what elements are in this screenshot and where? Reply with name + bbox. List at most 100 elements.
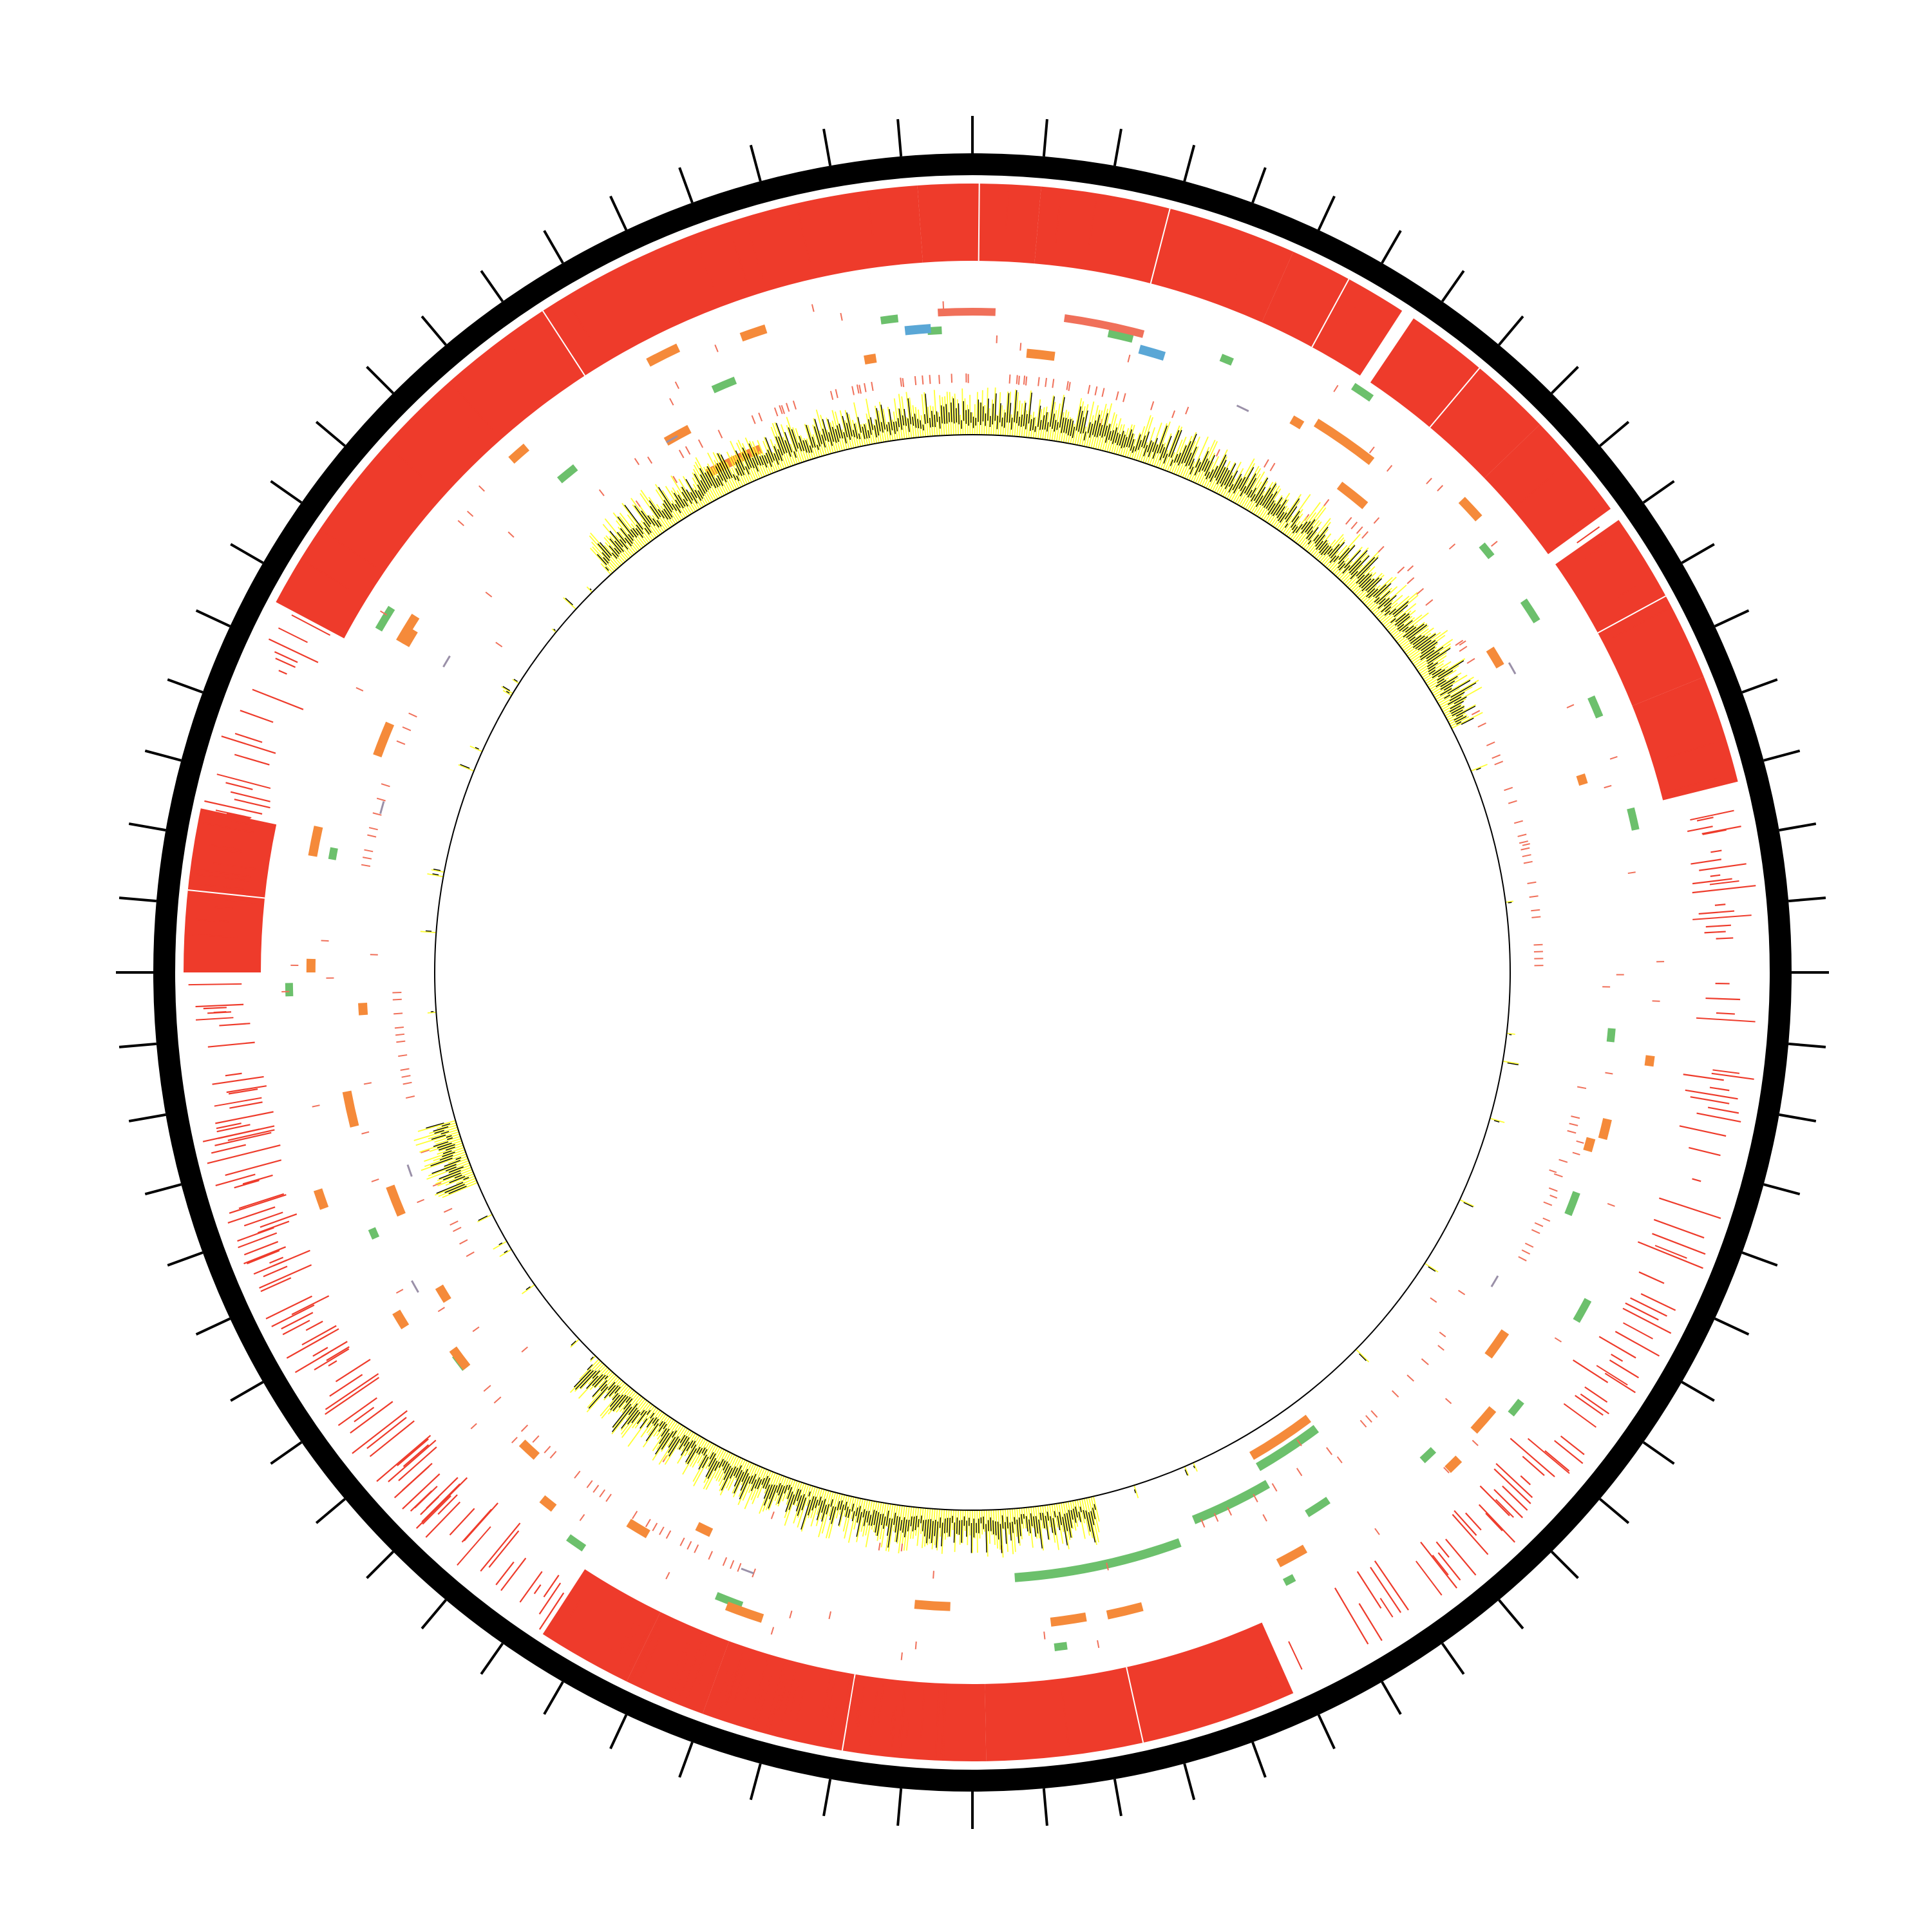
coverage-bar-yellow [1423, 661, 1452, 680]
coverage-bar-yellow [1005, 1509, 1009, 1552]
coverage-bar-yellow [437, 1122, 457, 1130]
outer-feature-line [1701, 826, 1741, 835]
coverage-bar-black [829, 1506, 834, 1520]
coverage-bar-yellow [748, 1466, 761, 1493]
salmon-feature [372, 812, 382, 816]
coverage-bar-black [778, 436, 786, 454]
coverage-bar-black [793, 1488, 799, 1505]
orange-feature [435, 1284, 451, 1303]
coverage-bar-black [1372, 584, 1387, 598]
salmon-feature [549, 1450, 557, 1459]
coverage-bar-black [876, 1513, 882, 1536]
coverage-bar-yellow [946, 392, 950, 435]
outer-feature-line [1370, 1566, 1402, 1613]
coverage-bar-yellow [764, 453, 774, 473]
coverage-bar-yellow [692, 1443, 715, 1482]
outer-feature-line [354, 1406, 375, 1423]
outer-feature-line [1714, 904, 1726, 906]
coverage-bar-black [1437, 678, 1444, 684]
coverage-bar-black [1189, 466, 1194, 475]
coverage-bar-black [565, 598, 573, 605]
block-seam [1150, 208, 1171, 284]
salmon-feature [532, 1435, 540, 1443]
coverage-bar-yellow [1042, 406, 1048, 440]
coverage-bar-black [763, 1484, 770, 1499]
coverage-bar-yellow [738, 1463, 755, 1497]
coverage-bar-yellow [1021, 401, 1026, 437]
coverage-bar-black [1361, 578, 1375, 592]
outer-feature-line [1675, 777, 1722, 790]
outer-feature-line [695, 240, 714, 287]
coverage-bar-yellow [909, 397, 914, 439]
coverage-bar-yellow [1314, 540, 1329, 558]
coverage-bar-yellow [1295, 505, 1325, 544]
coverage-bar-black [590, 1356, 594, 1360]
salmon-feature [1368, 446, 1375, 454]
coverage-bar-yellow [426, 1162, 470, 1180]
scale-tick [195, 1317, 231, 1336]
coverage-bar-black [999, 403, 1001, 422]
outer-feature-line [619, 1636, 629, 1654]
grey-feature [406, 1164, 413, 1177]
coverage-bar-yellow [812, 434, 820, 457]
coverage-bar-yellow [857, 1499, 864, 1524]
coverage-bar-black [623, 1398, 633, 1410]
coverage-bar-black [1240, 486, 1247, 497]
outer-feature-line [227, 1129, 275, 1141]
coverage-bar-black [1039, 420, 1042, 430]
coverage-bar-black [663, 500, 672, 513]
orange-feature [306, 958, 316, 972]
outer-feature-line [842, 1680, 851, 1717]
coverage-bar-yellow [902, 1506, 908, 1544]
coverage-bar-black [681, 1441, 690, 1456]
coverage-bar-black [1443, 685, 1454, 691]
coverage-bar-black [1405, 625, 1414, 633]
outer-feature-line [667, 1643, 691, 1696]
salmon-feature [1115, 391, 1119, 401]
coverage-bar-black [735, 462, 743, 477]
outer-feature-line [1707, 1106, 1739, 1114]
coverage-bar-black [1397, 623, 1405, 630]
orange-feature [1026, 348, 1056, 361]
coverage-bar-black [431, 1164, 457, 1174]
coverage-bar-black [650, 1412, 655, 1419]
coverage-bar-black [1381, 602, 1392, 612]
coverage-bar-black [694, 489, 702, 501]
coverage-bar-black [1061, 417, 1065, 433]
coverage-bar-black [936, 411, 938, 422]
green-feature [1564, 1191, 1580, 1217]
outer-feature-line [1374, 1560, 1409, 1611]
scale-tick [1551, 1551, 1579, 1579]
coverage-bar-black [961, 1520, 963, 1543]
coverage-bar-black [580, 1370, 597, 1388]
coverage-bar-yellow [793, 1482, 802, 1506]
salmon-feature [635, 500, 641, 507]
salmon-feature [878, 1542, 881, 1551]
coverage-bar-black [1435, 679, 1446, 687]
coverage-bar-yellow [1335, 546, 1363, 576]
coverage-bar-black [1440, 680, 1455, 690]
coverage-bar-black [802, 440, 808, 453]
coverage-bar-yellow [1195, 439, 1216, 484]
coverage-bar-black [1338, 563, 1346, 571]
coverage-bar-yellow [992, 387, 996, 435]
salmon-feature [1421, 1358, 1429, 1365]
coverage-bar-yellow [437, 1144, 464, 1155]
coverage-bar-black [1014, 390, 1018, 422]
coverage-bar-yellow [959, 1510, 961, 1545]
coverage-bar-black [701, 1456, 709, 1468]
coverage-bar-black [1395, 613, 1406, 623]
coverage-bar-yellow [1077, 1499, 1086, 1539]
coverage-bar-black [1121, 434, 1126, 449]
coverage-bar-black [1265, 491, 1278, 509]
green-feature [1573, 1298, 1592, 1323]
coverage-bar-black [618, 1396, 629, 1408]
coverage-bar-yellow [894, 1505, 901, 1542]
coverage-bar-yellow [1360, 585, 1378, 601]
coverage-bar-black [742, 453, 750, 469]
outer-feature-line [866, 194, 874, 237]
coverage-bar-black [800, 1499, 811, 1530]
salmon-feature [722, 1557, 728, 1566]
coverage-bar-yellow [580, 1363, 605, 1390]
outer-feature-line [1689, 1146, 1721, 1157]
